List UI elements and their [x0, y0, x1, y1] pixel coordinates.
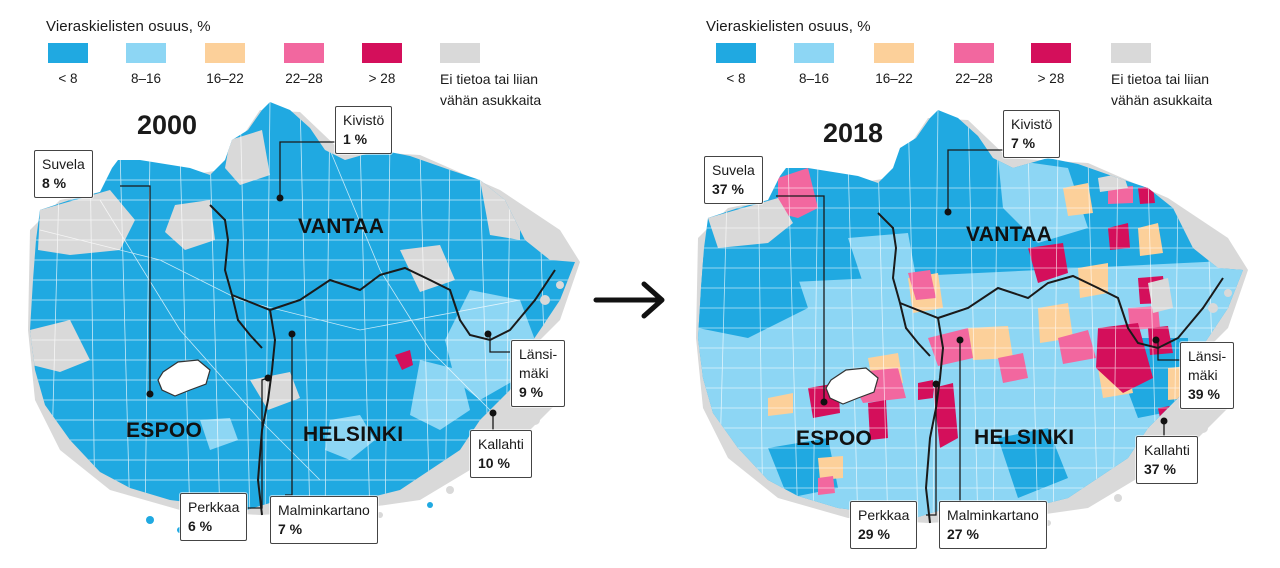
map-2018: VANTAA ESPOO HELSINKI	[696, 110, 1248, 526]
legend-swatch-22-28	[954, 43, 994, 63]
legend-swatch-22-28	[284, 43, 324, 63]
legend-title: Vieraskielisten osuus, %	[706, 18, 871, 35]
legend-label-8-16: 8–16	[798, 71, 830, 86]
legend-swatch-gt28	[1031, 43, 1071, 63]
districts-2000	[30, 102, 575, 512]
legend-label-8-16: 8–16	[130, 71, 162, 86]
legend-swatch-lt8	[48, 43, 88, 63]
city-label-vantaa: VANTAA	[966, 223, 1052, 246]
callout-kallahti: Kallahti 37 %	[1136, 436, 1198, 484]
callout-lansimaki: Länsi- mäki 9 %	[511, 340, 566, 407]
callout-malminkartano: Malminkartano 27 %	[939, 501, 1047, 549]
callout-kivisto: Kivistö 7 %	[1003, 110, 1061, 158]
lake	[825, 367, 879, 405]
map-panel-2018: Vieraskielisten osuus, % < 8 8–16 16–22 …	[660, 0, 1280, 568]
districts-2018	[698, 110, 1243, 520]
map-panel-2000: Vieraskielisten osuus, % < 8 8–16 16–22 …	[0, 0, 620, 568]
callout-kallahti: Kallahti 10 %	[470, 430, 532, 478]
location-dots	[820, 208, 1168, 425]
municipal-borders	[209, 204, 556, 516]
legend-swatch-16-22	[874, 43, 914, 63]
callout-perkkaa: Perkkaa 29 %	[850, 501, 918, 549]
city-label-espoo: ESPOO	[796, 427, 872, 450]
callout-lansimaki: Länsi- mäki 39 %	[1180, 342, 1235, 409]
legend-swatch-8-16	[126, 43, 166, 63]
year-label: 2000	[137, 110, 198, 140]
legend-label-gt28: > 28	[368, 71, 396, 86]
legend-label-16-22: 16–22	[875, 71, 913, 86]
location-dots	[146, 194, 497, 417]
legend-title: Vieraskielisten osuus, %	[46, 18, 211, 35]
legend-label-lt8: < 8	[726, 71, 746, 86]
legend-label-no-data: Ei tietoa tai liian vähän asukkaita	[1111, 71, 1213, 108]
city-label-espoo: ESPOO	[126, 419, 202, 442]
year-label: 2018	[823, 118, 884, 148]
map-2000: VANTAA ESPOO HELSINKI	[28, 102, 580, 533]
city-label-vantaa: VANTAA	[298, 215, 384, 238]
city-label-helsinki: HELSINKI	[303, 423, 403, 446]
right-arrow-icon	[593, 281, 665, 319]
legend-swatch-lt8	[716, 43, 756, 63]
callout-suvela: Suvela 8 %	[34, 150, 93, 198]
legend-swatch-no-data	[440, 43, 480, 63]
legend-label-lt8: < 8	[58, 71, 78, 86]
callout-perkkaa: Perkkaa 6 %	[180, 493, 248, 541]
callout-malminkartano: Malminkartano 7 %	[270, 496, 378, 544]
legend-label-22-28: 22–28	[955, 71, 993, 86]
lake	[157, 359, 211, 397]
city-label-helsinki: HELSINKI	[974, 426, 1074, 449]
callout-kivisto: Kivistö 1 %	[335, 106, 393, 154]
legend-label-no-data: Ei tietoa tai liian vähän asukkaita	[440, 71, 542, 108]
legend-swatch-16-22	[205, 43, 245, 63]
legend-swatch-gt28	[362, 43, 402, 63]
legend-label-gt28: > 28	[1037, 71, 1065, 86]
legend-swatch-no-data	[1111, 43, 1151, 63]
legend-label-16-22: 16–22	[206, 71, 244, 86]
legend-swatch-8-16	[794, 43, 834, 63]
legend-label-22-28: 22–28	[285, 71, 323, 86]
callout-suvela: Suvela 37 %	[704, 156, 763, 204]
